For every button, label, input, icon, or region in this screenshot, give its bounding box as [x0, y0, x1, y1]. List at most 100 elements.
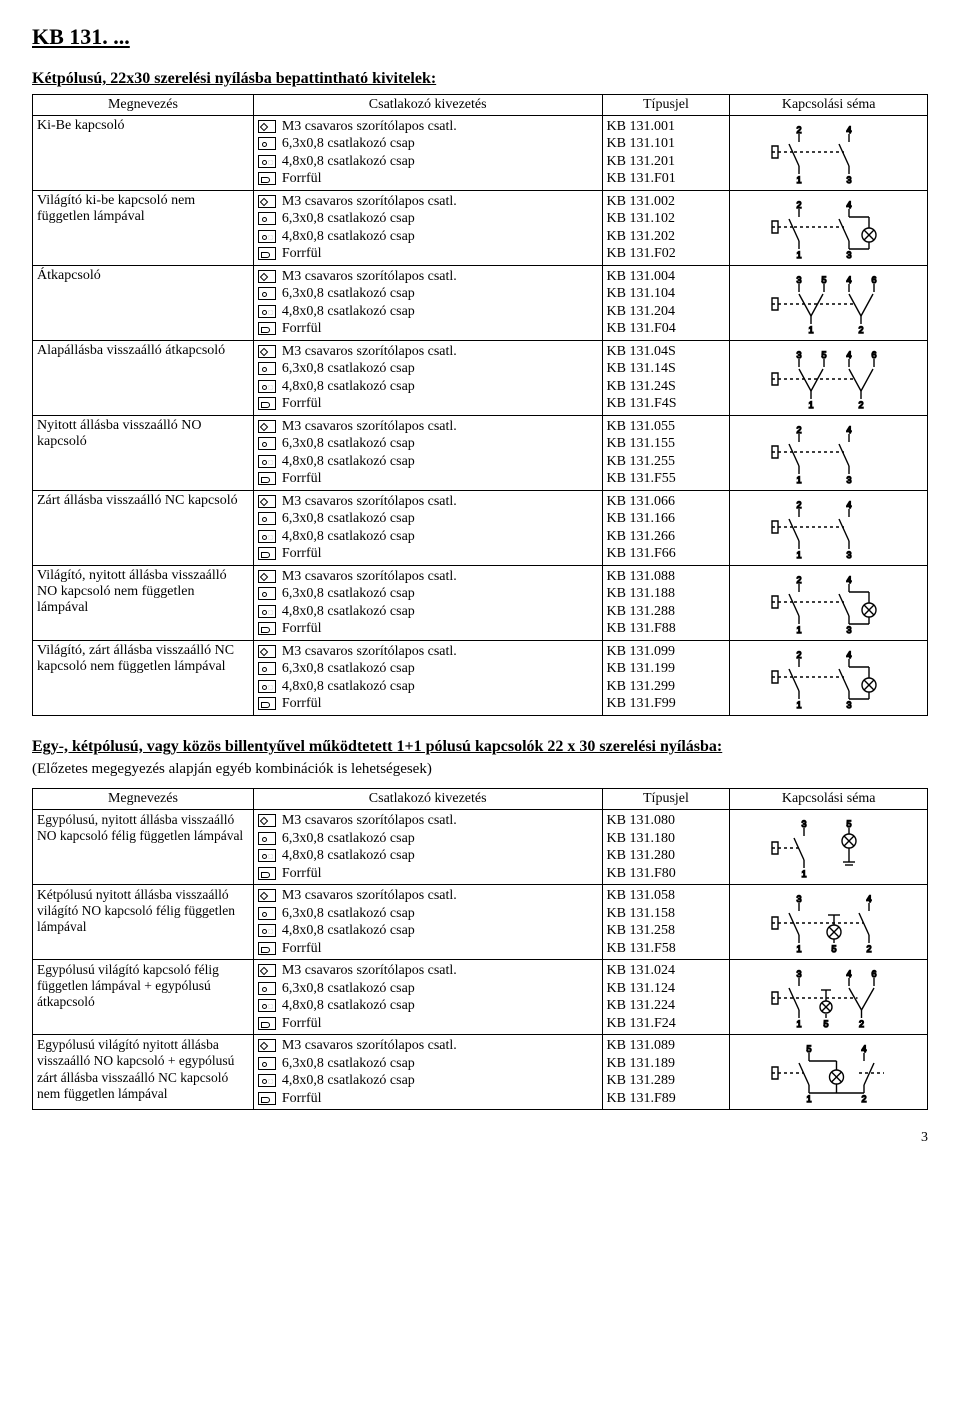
- section2-note: (Előzetes megegyezés alapján egyéb kombi…: [32, 761, 928, 778]
- conn-row: Forrfül: [258, 620, 598, 638]
- c63-icon: [258, 832, 276, 845]
- cell-name: Nyitott állásba visszaálló NO kapcsoló: [33, 415, 254, 490]
- svg-text:1: 1: [796, 550, 801, 559]
- svg-text:3: 3: [846, 475, 851, 484]
- conn-row: M3 csavaros szorítólapos csatl.: [258, 193, 598, 211]
- cell-name: Egypólusú világító kapcsoló félig függet…: [33, 960, 254, 1035]
- cell-schema: 2413: [730, 565, 928, 640]
- conn-row: 6,3x0,8 csatlakozó csap: [258, 905, 598, 923]
- type-code: KB 131.280: [607, 847, 726, 865]
- svg-text:1: 1: [796, 625, 801, 634]
- c63-icon: [258, 137, 276, 150]
- conn-label: 6,3x0,8 csatlakozó csap: [282, 435, 415, 453]
- conn-row: 6,3x0,8 csatlakozó csap: [258, 1055, 598, 1073]
- type-code: KB 131.04S: [607, 343, 726, 361]
- svg-text:2: 2: [796, 125, 801, 135]
- cell-type: KB 131.024KB 131.124KB 131.224KB 131.F24: [602, 960, 730, 1035]
- cell-name: Kétpólusú nyitott állásba visszaálló vil…: [33, 885, 254, 960]
- conn-label: M3 csavaros szorítólapos csatl.: [282, 343, 457, 361]
- conn-label: 6,3x0,8 csatlakozó csap: [282, 510, 415, 528]
- conn-row: 6,3x0,8 csatlakozó csap: [258, 360, 598, 378]
- cell-conn: M3 csavaros szorítólapos csatl. 6,3x0,8 …: [253, 885, 602, 960]
- type-code: KB 131.104: [607, 285, 726, 303]
- screw-icon: [258, 495, 276, 508]
- type-code: KB 131.F89: [607, 1090, 726, 1108]
- conn-row: 6,3x0,8 csatlakozó csap: [258, 830, 598, 848]
- table-row: Egypólusú világító nyitott állásba vissz…: [33, 1035, 928, 1110]
- type-code: KB 131.F88: [607, 620, 726, 638]
- cell-conn: M3 csavaros szorítólapos csatl. 6,3x0,8 …: [253, 340, 602, 415]
- section1-title: Kétpólusú, 22x30 szerelési nyílásba bepa…: [32, 68, 928, 90]
- screw-icon: [258, 420, 276, 433]
- type-code: KB 131.001: [607, 118, 726, 136]
- flag-icon: [258, 397, 276, 410]
- conn-label: 6,3x0,8 csatlakozó csap: [282, 360, 415, 378]
- conn-row: M3 csavaros szorítólapos csatl.: [258, 493, 598, 511]
- conn-row: Forrfül: [258, 1015, 598, 1033]
- flag-icon: [258, 942, 276, 955]
- conn-label: M3 csavaros szorítólapos csatl.: [282, 1037, 457, 1055]
- svg-text:1: 1: [796, 944, 801, 953]
- cell-schema: 2413: [730, 415, 928, 490]
- c48-icon: [258, 924, 276, 937]
- conn-label: M3 csavaros szorítólapos csatl.: [282, 493, 457, 511]
- cell-type: KB 131.099KB 131.199KB 131.299KB 131.F99: [602, 640, 730, 715]
- conn-label: Forrfül: [282, 695, 322, 713]
- c48-icon: [258, 999, 276, 1012]
- c48-icon: [258, 455, 276, 468]
- conn-row: M3 csavaros szorítólapos csatl.: [258, 962, 598, 980]
- conn-row: 4,8x0,8 csatlakozó csap: [258, 1072, 598, 1090]
- svg-text:2: 2: [796, 200, 801, 210]
- conn-label: 4,8x0,8 csatlakozó csap: [282, 997, 415, 1015]
- svg-text:6: 6: [871, 275, 876, 285]
- svg-text:4: 4: [846, 575, 851, 585]
- page-title: KB 131. ...: [32, 24, 928, 50]
- screw-icon: [258, 270, 276, 283]
- svg-text:4: 4: [846, 350, 851, 360]
- type-code: KB 131.201: [607, 153, 726, 171]
- table-2: Megnevezés Csatlakozó kivezetés Típusjel…: [32, 788, 928, 1110]
- cell-schema: 2413: [730, 115, 928, 190]
- table-row: Világító, zárt állásba visszaálló NC kap…: [33, 640, 928, 715]
- type-code: KB 131.004: [607, 268, 726, 286]
- c63-icon: [258, 212, 276, 225]
- type-code: KB 131.002: [607, 193, 726, 211]
- conn-label: 6,3x0,8 csatlakozó csap: [282, 285, 415, 303]
- type-code: KB 131.055: [607, 418, 726, 436]
- cell-conn: M3 csavaros szorítólapos csatl. 6,3x0,8 …: [253, 265, 602, 340]
- conn-row: 4,8x0,8 csatlakozó csap: [258, 922, 598, 940]
- page-number: 3: [32, 1130, 928, 1146]
- conn-row: 4,8x0,8 csatlakozó csap: [258, 678, 598, 696]
- svg-text:4: 4: [846, 969, 851, 979]
- conn-label: 6,3x0,8 csatlakozó csap: [282, 980, 415, 998]
- conn-label: M3 csavaros szorítólapos csatl.: [282, 887, 457, 905]
- c63-icon: [258, 907, 276, 920]
- conn-row: Forrfül: [258, 695, 598, 713]
- svg-text:2: 2: [796, 500, 801, 510]
- c63-icon: [258, 587, 276, 600]
- table-row: Egypólusú, nyitott állásba visszaálló NO…: [33, 810, 928, 885]
- conn-label: M3 csavaros szorítólapos csatl.: [282, 193, 457, 211]
- conn-row: 4,8x0,8 csatlakozó csap: [258, 528, 598, 546]
- cell-schema: 2413: [730, 490, 928, 565]
- table-1: Megnevezés Csatlakozó kivezetés Típusjel…: [32, 94, 928, 716]
- conn-row: 4,8x0,8 csatlakozó csap: [258, 997, 598, 1015]
- cell-name: Egypólusú világító nyitott állásba vissz…: [33, 1035, 254, 1110]
- cell-conn: M3 csavaros szorítólapos csatl. 6,3x0,8 …: [253, 115, 602, 190]
- c63-icon: [258, 1057, 276, 1070]
- conn-label: 6,3x0,8 csatlakozó csap: [282, 660, 415, 678]
- conn-row: M3 csavaros szorítólapos csatl.: [258, 812, 598, 830]
- cell-type: KB 131.055KB 131.155KB 131.255KB 131.F55: [602, 415, 730, 490]
- cell-schema: 5412: [730, 1035, 928, 1110]
- type-code: KB 131.101: [607, 135, 726, 153]
- section2-title: Egy-, kétpólusú, vagy közös billentyűvel…: [32, 736, 928, 758]
- cell-schema: 346152: [730, 960, 928, 1035]
- svg-text:2: 2: [796, 575, 801, 585]
- svg-text:4: 4: [846, 275, 851, 285]
- c63-icon: [258, 287, 276, 300]
- conn-label: 6,3x0,8 csatlakozó csap: [282, 210, 415, 228]
- svg-text:1: 1: [808, 400, 813, 409]
- conn-label: 6,3x0,8 csatlakozó csap: [282, 135, 415, 153]
- type-code: KB 131.080: [607, 812, 726, 830]
- flag-icon: [258, 547, 276, 560]
